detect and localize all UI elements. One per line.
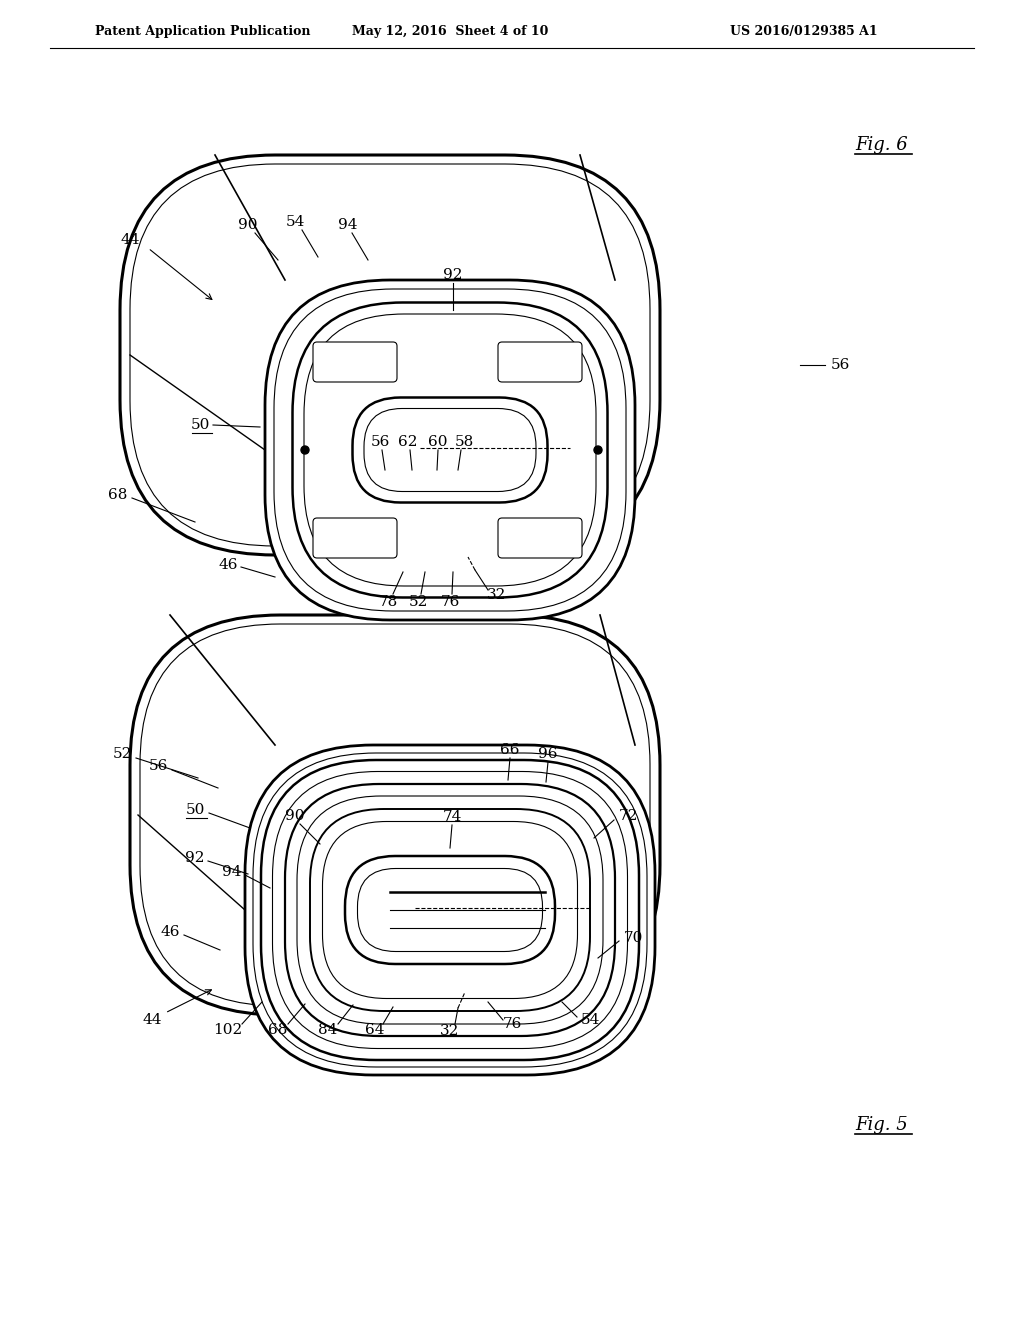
Text: 72: 72 <box>618 809 638 822</box>
Text: 54: 54 <box>286 215 305 228</box>
FancyBboxPatch shape <box>120 154 660 554</box>
Text: 46: 46 <box>160 925 180 939</box>
Text: 56: 56 <box>371 436 390 449</box>
Text: 92: 92 <box>185 851 205 865</box>
FancyBboxPatch shape <box>352 397 548 503</box>
FancyBboxPatch shape <box>265 280 635 620</box>
FancyBboxPatch shape <box>245 744 655 1074</box>
Text: 54: 54 <box>581 1012 600 1027</box>
FancyBboxPatch shape <box>130 615 660 1015</box>
Text: 66: 66 <box>501 743 520 756</box>
Text: 84: 84 <box>318 1023 338 1038</box>
FancyBboxPatch shape <box>313 517 397 558</box>
Text: 96: 96 <box>539 747 558 762</box>
Text: 90: 90 <box>239 218 258 232</box>
Text: 44: 44 <box>142 1012 162 1027</box>
Text: 50: 50 <box>190 418 210 432</box>
Text: Fig. 6: Fig. 6 <box>855 136 907 154</box>
Text: 74: 74 <box>442 810 462 824</box>
Text: 58: 58 <box>455 436 474 449</box>
Text: 52: 52 <box>113 747 132 762</box>
Text: Fig. 5: Fig. 5 <box>855 1115 907 1134</box>
Text: 44: 44 <box>120 234 139 247</box>
Text: 60: 60 <box>428 436 447 449</box>
Text: 50: 50 <box>185 803 205 817</box>
Text: 32: 32 <box>440 1024 460 1038</box>
Text: 92: 92 <box>443 268 463 282</box>
Text: 64: 64 <box>366 1023 385 1038</box>
Circle shape <box>594 446 602 454</box>
Text: 52: 52 <box>409 595 428 609</box>
Text: May 12, 2016  Sheet 4 of 10: May 12, 2016 Sheet 4 of 10 <box>352 25 548 38</box>
FancyBboxPatch shape <box>498 517 582 558</box>
Text: 94: 94 <box>338 218 357 232</box>
Text: 56: 56 <box>148 759 168 774</box>
Text: 90: 90 <box>286 809 305 822</box>
FancyBboxPatch shape <box>498 342 582 381</box>
Text: 32: 32 <box>487 587 507 602</box>
Text: 68: 68 <box>109 488 128 502</box>
Text: 76: 76 <box>440 595 460 609</box>
Text: US 2016/0129385 A1: US 2016/0129385 A1 <box>730 25 878 38</box>
Text: 94: 94 <box>222 865 242 879</box>
Text: 70: 70 <box>624 931 643 945</box>
Text: 56: 56 <box>830 358 850 372</box>
Text: 78: 78 <box>379 595 397 609</box>
FancyBboxPatch shape <box>313 342 397 381</box>
Text: 46: 46 <box>218 558 238 572</box>
FancyBboxPatch shape <box>345 855 555 964</box>
Text: 102: 102 <box>213 1023 243 1038</box>
Circle shape <box>301 446 309 454</box>
Text: 62: 62 <box>398 436 418 449</box>
Text: 68: 68 <box>268 1023 288 1038</box>
Text: 76: 76 <box>503 1016 521 1031</box>
Text: Patent Application Publication: Patent Application Publication <box>95 25 310 38</box>
